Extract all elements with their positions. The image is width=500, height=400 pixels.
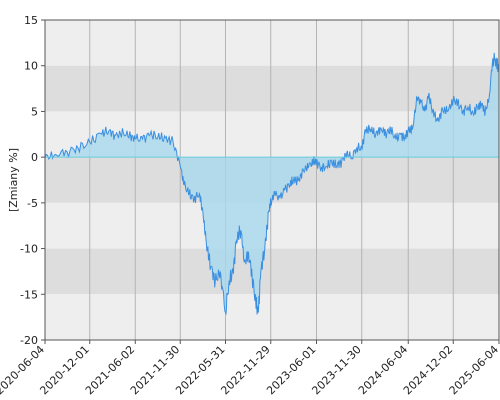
- grid-band: [45, 65, 499, 112]
- y-tick-label: 0: [31, 151, 38, 164]
- series-line: [44, 52, 500, 316]
- series-area-fill: [45, 52, 499, 315]
- grid-band: [45, 20, 499, 66]
- grid-band: [45, 294, 499, 340]
- y-axis-label: [Zmiany %]: [7, 148, 20, 212]
- y-tick-label: -5: [27, 197, 38, 210]
- x-tick-label: 2025-06-04: [447, 343, 500, 397]
- x-axis-ticks: 2020-06-042020-12-012021-06-022021-11-30…: [0, 340, 500, 397]
- y-tick-label: 10: [24, 60, 38, 73]
- series-group: [44, 52, 500, 316]
- y-tick-label: 5: [31, 105, 38, 118]
- y-tick-label: -15: [20, 288, 38, 301]
- grid-band: [45, 202, 499, 249]
- y-tick-label: 15: [24, 14, 38, 27]
- grid-band: [45, 248, 499, 295]
- plot-frame: [44, 19, 500, 341]
- y-axis-ticks: 15 10 5 0 -5 -10 -15 -20: [20, 14, 45, 347]
- y-tick-label: -10: [20, 243, 38, 256]
- y-tick-label: -20: [20, 334, 38, 347]
